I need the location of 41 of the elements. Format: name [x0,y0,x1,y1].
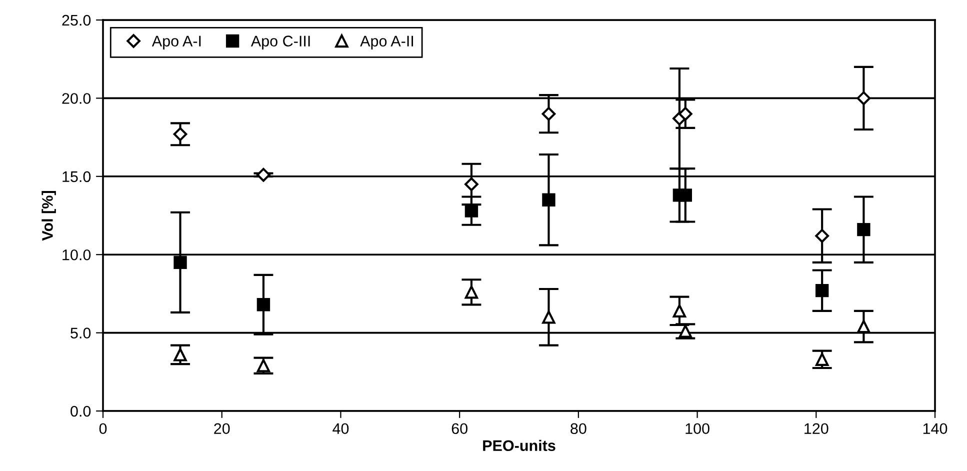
point [174,348,187,362]
y-tick-label: 20.0 [62,93,91,104]
x-tick-label: 120 [804,423,828,434]
point [542,310,556,324]
point [542,106,556,121]
point [815,284,829,298]
y-tick-label: 10.0 [62,249,91,260]
x-tick-label: 140 [923,423,948,434]
point [542,193,556,206]
x-tick-label: 100 [686,423,710,434]
point [256,298,270,312]
y-axis-title: Vol [%] [42,191,56,241]
point [464,286,478,299]
x-tick-label: 20 [214,423,230,434]
y-tick-label: 25.0 [62,14,91,26]
point [256,359,270,372]
point [173,127,188,142]
point [857,222,870,236]
point [857,320,870,334]
point [856,91,871,106]
y-tick-label: 5.0 [70,328,91,338]
point [672,304,686,318]
point [678,324,692,338]
x-tick-label: 60 [452,423,468,434]
point [174,256,187,270]
y-tick-label: 0.0 [70,406,91,417]
point [464,204,478,218]
legend-label: Apo A-II [360,36,413,50]
x-tick-label: 80 [570,423,586,434]
point [815,352,829,366]
x-tick-label: 40 [332,423,349,434]
legend-label: Apo C-III [250,36,310,50]
point [678,106,692,121]
point [678,188,692,202]
point [815,228,830,243]
point [256,168,270,182]
x-tick-label: 0 [99,423,107,434]
point [464,177,478,192]
legend-label: Apo A-I [152,36,201,50]
x-axis-title: PEO-units [483,440,556,452]
y-tick-label: 15.0 [62,171,91,182]
